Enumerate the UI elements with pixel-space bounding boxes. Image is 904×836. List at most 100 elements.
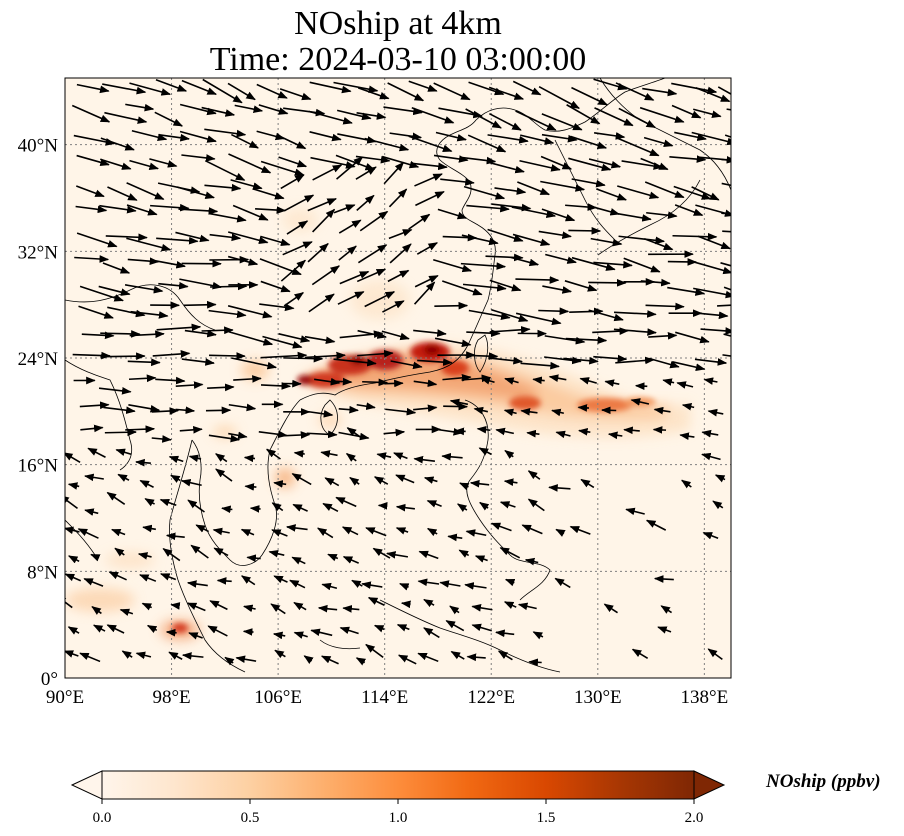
wind-arrow	[466, 329, 501, 337]
wind-arrow	[188, 632, 203, 640]
wind-arrow	[691, 186, 720, 201]
wind-arrow	[571, 178, 606, 188]
wind-arrow	[541, 113, 583, 131]
wind-arrow	[497, 650, 513, 661]
wind-arrow	[209, 212, 247, 223]
wind-arrow	[418, 550, 439, 560]
wind-arrow	[722, 230, 731, 233]
wind-arrow	[235, 655, 257, 664]
wind-arrow	[230, 179, 263, 190]
wind-arrow	[607, 431, 623, 440]
wind-arrow	[98, 285, 131, 296]
wind-arrow	[443, 402, 469, 411]
wind-arrow	[170, 602, 181, 610]
lat-tick-label: 0°	[41, 669, 58, 690]
wind-arrow	[701, 452, 721, 461]
wind-arrow	[87, 447, 106, 458]
wind-arrow	[158, 281, 189, 290]
wind-arrow	[106, 491, 126, 505]
wind-arrow	[333, 81, 379, 93]
lon-tick-label: 130°E	[574, 687, 622, 708]
wind-arrow	[623, 426, 640, 435]
wind-arrow	[442, 374, 472, 382]
wind-arrow	[479, 501, 490, 511]
wind-arrow	[382, 300, 405, 313]
wind-arrow	[449, 398, 469, 407]
wind-arrow	[694, 358, 728, 366]
wind-arrow	[129, 82, 171, 96]
wind-arrow	[692, 311, 729, 320]
wind-arrow	[588, 309, 624, 322]
wind-arrow	[540, 155, 573, 170]
wind-arrow	[568, 227, 602, 235]
wind-arrow	[179, 425, 203, 434]
wind-arrow	[207, 383, 235, 392]
wind-arrow	[724, 134, 731, 138]
wind-arrow	[307, 410, 334, 418]
wind-arrow	[308, 293, 335, 313]
wind-arrow	[640, 157, 669, 171]
wind-arrow	[321, 582, 338, 591]
wind-arrow	[723, 333, 731, 337]
wind-arrow	[408, 213, 431, 230]
wind-arrow	[471, 604, 493, 612]
wind-arrow	[645, 519, 667, 531]
wind-arrow	[469, 479, 490, 488]
wind-arrow	[653, 406, 671, 415]
wind-arrow	[564, 280, 598, 292]
wind-arrow	[175, 231, 210, 243]
wind-arrow	[111, 528, 126, 537]
wind-arrow	[186, 580, 208, 588]
wind-arrow	[154, 259, 186, 269]
wind-arrow	[489, 325, 531, 334]
wind-arrow	[393, 452, 408, 460]
wind-arrow	[723, 286, 731, 291]
wind-arrow	[76, 185, 105, 198]
wind-arrow	[563, 356, 599, 365]
wind-arrow	[125, 103, 155, 112]
wind-arrow	[423, 476, 438, 484]
wind-arrow	[280, 259, 307, 282]
wind-arrow	[207, 625, 228, 637]
wind-arrow	[396, 624, 410, 632]
wind-arrow	[411, 107, 455, 124]
wind-arrow	[383, 161, 405, 185]
wind-arrow	[227, 82, 256, 101]
wind-arrow	[478, 447, 492, 456]
wind-arrow	[105, 233, 148, 242]
wind-arrow	[256, 130, 286, 141]
wind-arrow	[176, 186, 215, 199]
wind-arrow	[65, 452, 81, 463]
wind-arrow	[249, 505, 261, 513]
wind-arrow	[260, 160, 305, 176]
wind-arrow	[345, 452, 357, 462]
wind-arrow	[489, 112, 522, 131]
wind-arrow	[617, 137, 660, 157]
wind-arrow	[320, 655, 339, 665]
wind-arrow	[413, 281, 436, 305]
wind-arrow	[388, 188, 408, 208]
wind-arrow	[307, 197, 337, 212]
wind-arrow	[243, 604, 256, 613]
wind-arrow	[117, 473, 130, 482]
wind-arrow	[485, 253, 524, 262]
wind-arrow	[669, 155, 707, 163]
wind-arrow	[488, 356, 523, 365]
wind-arrow	[675, 331, 710, 344]
wind-arrow	[373, 476, 389, 485]
wind-arrow	[593, 354, 628, 363]
wind-arrow	[309, 81, 352, 94]
wind-arrow	[538, 85, 580, 109]
wind-arrow	[272, 631, 286, 640]
wind-arrow	[244, 483, 257, 491]
wind-arrow	[596, 188, 627, 201]
wind-arrow	[524, 557, 539, 566]
wind-arrow	[631, 648, 649, 659]
wind-arrow	[204, 159, 246, 181]
wind-arrow	[260, 235, 291, 247]
wind-arrow	[71, 104, 111, 123]
wind-arrow	[342, 555, 359, 564]
wind-arrow	[215, 468, 233, 482]
wind-arrow	[640, 278, 671, 287]
wind-arrow	[652, 426, 667, 434]
